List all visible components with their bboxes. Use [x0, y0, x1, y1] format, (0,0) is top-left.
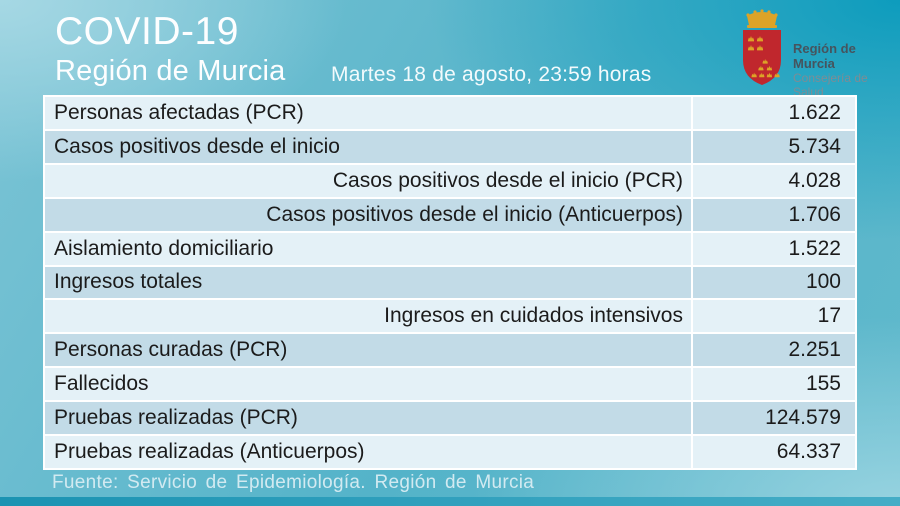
report-datetime: Martes 18 de agosto, 23:59 horas: [331, 63, 652, 86]
table-row: Casos positivos desde el inicio (PCR) 4.…: [45, 164, 855, 197]
row-label: Ingresos totales: [45, 266, 691, 299]
row-label: Personas curadas (PCR): [45, 334, 691, 367]
row-value: 1.622: [693, 97, 855, 129]
row-label: Ingresos en cuidados intensivos: [45, 300, 691, 333]
row-label: Casos positivos desde el inicio (Anticue…: [45, 198, 691, 231]
murcia-logo: Región de Murcia Consejería de Salud: [735, 8, 890, 98]
table-row: Pruebas realizadas (PCR) 124.579: [45, 402, 855, 435]
stats-table: Personas afectadas (PCR) 1.622 Casos pos…: [43, 95, 857, 470]
row-value: 2.251: [693, 334, 855, 367]
row-label: Fallecidos: [45, 368, 691, 401]
table-row: Fallecidos 155: [45, 368, 855, 401]
page-title: COVID-19: [55, 10, 239, 53]
row-value: 155: [693, 368, 855, 401]
table-row: Aislamiento domiciliario 1.522: [45, 232, 855, 265]
row-label: Pruebas realizadas (PCR): [45, 402, 691, 435]
table-row: Casos positivos desde el inicio 5.734: [45, 130, 855, 163]
coat-of-arms-icon: [743, 9, 781, 85]
row-value: 1.522: [693, 232, 855, 265]
row-value: 5.734: [693, 130, 855, 163]
row-value: 124.579: [693, 402, 855, 435]
row-value: 64.337: [693, 436, 855, 468]
row-label: Pruebas realizadas (Anticuerpos): [45, 436, 691, 468]
table-row: Ingresos en cuidados intensivos 17: [45, 300, 855, 333]
table-row: Pruebas realizadas (Anticuerpos) 64.337: [45, 436, 855, 468]
row-value: 100: [693, 266, 855, 299]
row-label: Casos positivos desde el inicio: [45, 130, 691, 163]
page-subtitle: Región de Murcia: [55, 55, 286, 87]
table-row: Personas curadas (PCR) 2.251: [45, 334, 855, 367]
logo-org-name: Región de Murcia: [793, 41, 856, 71]
row-label: Aislamiento domiciliario: [45, 232, 691, 265]
row-label: Personas afectadas (PCR): [45, 97, 691, 129]
row-value: 4.028: [693, 164, 855, 197]
source-note: Fuente: Servicio de Epidemiología. Regió…: [52, 472, 535, 493]
table-row: Casos positivos desde el inicio (Anticue…: [45, 198, 855, 231]
row-label: Casos positivos desde el inicio (PCR): [45, 164, 691, 197]
row-value: 1.706: [693, 198, 855, 231]
table-row: Personas afectadas (PCR) 1.622: [45, 97, 855, 129]
bottom-accent-bar: [0, 497, 900, 506]
table-row: Ingresos totales 100: [45, 266, 855, 299]
row-value: 17: [693, 300, 855, 333]
